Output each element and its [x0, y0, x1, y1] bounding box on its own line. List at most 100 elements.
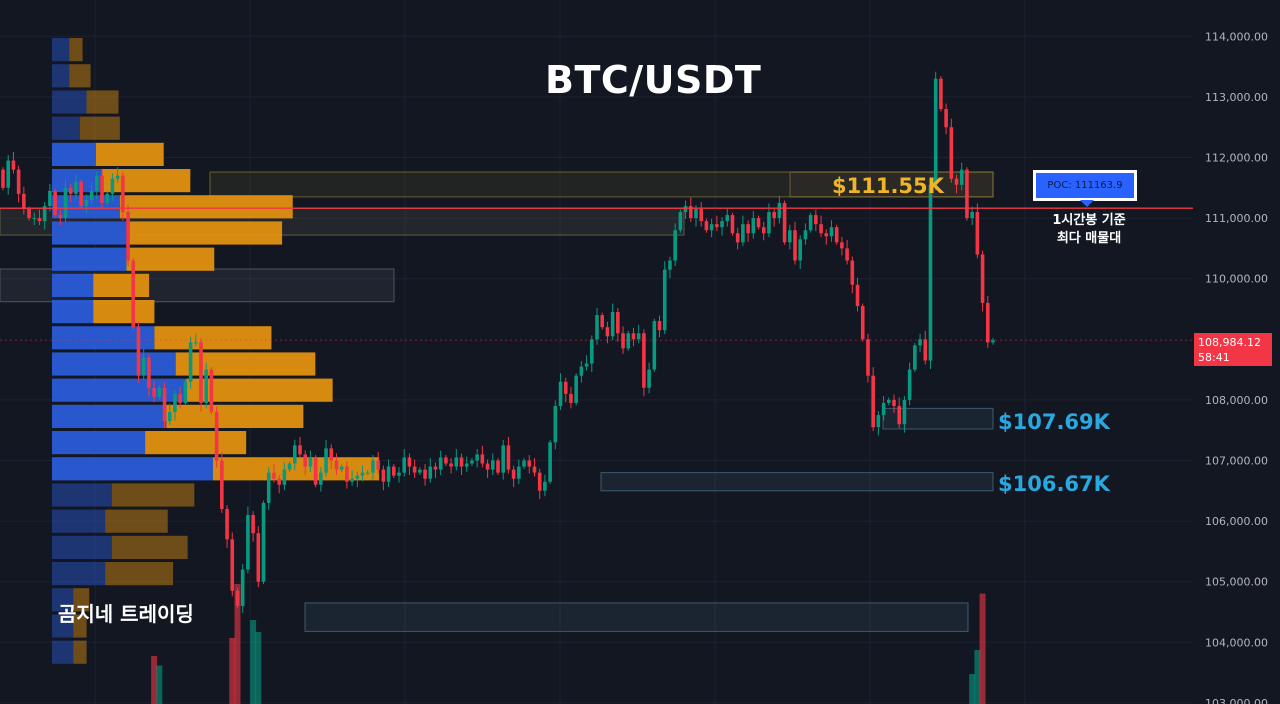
candle-body [412, 466, 417, 473]
candle-body [574, 375, 578, 403]
candle-body [970, 212, 974, 219]
candle-body [600, 315, 605, 328]
candle-body [485, 463, 490, 470]
candle-body [6, 160, 11, 188]
candle-body [27, 209, 31, 219]
candle-body [1, 169, 5, 188]
candle-body [152, 387, 156, 397]
candle-body [496, 460, 500, 473]
candle-body [402, 457, 407, 473]
candle-body [100, 175, 104, 203]
volume-bar [974, 650, 981, 704]
candle-body [543, 481, 547, 491]
candle-body [313, 457, 318, 485]
candle-body [251, 515, 255, 534]
price-axis[interactable]: 114,000.00 113,000.00 112,000.00 111,000.00… [1205, 30, 1268, 704]
candle-body [22, 193, 26, 210]
candle-body [209, 369, 214, 413]
candle-body [58, 215, 63, 219]
price-tick-label: 104,000.00 [1205, 636, 1268, 649]
profile-buy-bar [52, 588, 74, 612]
candle-body [230, 539, 235, 591]
profile-sell-bar [102, 169, 191, 193]
profile-sell-bar [73, 614, 87, 638]
candle-body [840, 242, 844, 249]
volume-bar [255, 632, 262, 704]
profile-buy-bar [52, 509, 106, 533]
candle-body [595, 315, 599, 340]
candle-body [339, 466, 344, 470]
profile-buy-bar [52, 300, 94, 324]
candle-body [803, 230, 808, 240]
candles [1, 71, 995, 613]
profile-buy-bar [52, 116, 80, 140]
volume-bar [156, 665, 163, 704]
candle-body [939, 78, 943, 110]
price-tick-label: 114,000.00 [1205, 30, 1268, 43]
candle-body [949, 127, 954, 179]
candle-body [94, 175, 99, 191]
candle-body [449, 463, 453, 467]
candle-body [866, 339, 870, 376]
candle-body [918, 339, 922, 346]
profile-buy-bar [52, 64, 70, 88]
price-tick-label: 106,000.00 [1205, 515, 1268, 528]
profile-sell-bar [127, 221, 283, 245]
candle-body [824, 233, 829, 237]
candle-body [397, 472, 401, 476]
candle-body [985, 302, 990, 343]
candle-body [975, 212, 980, 255]
price-tick-label: 107,000.00 [1205, 455, 1268, 468]
candle-body [892, 399, 896, 406]
candle-body [871, 375, 875, 428]
candle-body [517, 466, 521, 479]
candle-body [157, 387, 162, 397]
candle-body [636, 333, 641, 340]
candle-body [662, 269, 667, 331]
candle-body [855, 284, 860, 306]
profile-buy-bar [52, 457, 213, 481]
candle-body [558, 381, 563, 406]
price-tick-label: 108,000.00 [1205, 394, 1268, 407]
profile-buy-bar [52, 273, 94, 297]
poc-badge-text: POC: 111163.9 [1047, 180, 1123, 191]
candle-body [32, 218, 37, 220]
poc-pointer-icon [1080, 200, 1094, 207]
candle-body [511, 469, 516, 479]
candle-body [730, 215, 735, 234]
poc-badge: POC: 111163.9 [1033, 170, 1137, 201]
candle-body [829, 227, 834, 237]
profile-sell-bar [86, 90, 119, 114]
candle-body [287, 463, 292, 470]
volume-bars [151, 584, 986, 704]
candle-body [266, 472, 271, 503]
candle-body [246, 515, 250, 570]
zone-box [882, 407, 994, 430]
candle-body [845, 248, 849, 261]
candle-body [902, 399, 907, 425]
profile-buy-bar [52, 352, 176, 376]
candle-body [147, 357, 151, 388]
support-zone-label-1: $107.69K [998, 410, 1110, 434]
candle-body [433, 466, 438, 470]
price-tick-label: 113,000.00 [1205, 91, 1268, 104]
profile-buy-bar [52, 142, 96, 166]
profile-sell-bar [145, 431, 247, 455]
candle-body [741, 224, 745, 243]
volume-bar [229, 638, 236, 704]
candle-body [193, 342, 198, 344]
poc-caption-line1: 1시간봉 기준 [1052, 213, 1126, 228]
candle-body [626, 333, 631, 349]
candle-body [563, 381, 568, 394]
profile-buy-bar [52, 614, 74, 638]
candle-body [569, 393, 573, 403]
candle-body [605, 327, 610, 337]
volume-bar [979, 593, 986, 704]
candle-body [886, 399, 891, 403]
current-price-tag[interactable]: 108,984.12 58:41 [1194, 333, 1272, 366]
candle-body [204, 369, 209, 403]
volume-profile [52, 38, 380, 664]
profile-buy-bar [52, 326, 155, 350]
